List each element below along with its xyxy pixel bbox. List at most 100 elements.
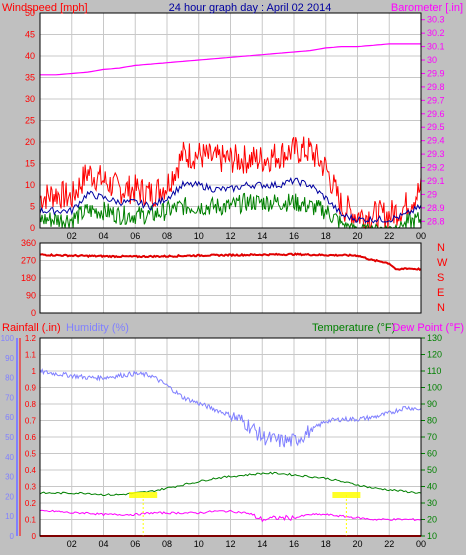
rain-tick-label: 0 <box>32 532 37 541</box>
dewpoint-label: Dew Point (°F) <box>392 322 464 334</box>
temp-tick-label: 50 <box>427 465 437 475</box>
humidity-tick-label: 20 <box>5 492 14 501</box>
direction-tick-label: 270 <box>21 256 36 266</box>
rain-tick-label: 0.6 <box>25 433 37 442</box>
wind-tick-label: 10 <box>25 180 35 190</box>
temp-tick-label: 120 <box>427 350 442 360</box>
rain-tick-label: 0.5 <box>25 450 37 459</box>
wind-tick-label: 0 <box>30 223 35 233</box>
wind-panel-border <box>39 12 422 229</box>
graph-title: 24 hour graph day : April 02 2014 <box>169 2 332 14</box>
wind-avg-series <box>39 177 422 224</box>
rain-tick-label: 1.2 <box>25 334 37 343</box>
temp-tick-label: 90 <box>427 399 437 409</box>
wind-tick-label: 25 <box>25 116 35 126</box>
barometer-tick-label: 29.3 <box>427 149 445 159</box>
hour-label: 04 <box>98 231 108 241</box>
humidity-tick-label: 70 <box>5 393 14 402</box>
temp-tick-label: 30 <box>427 498 437 508</box>
hour-label: 22 <box>384 231 394 241</box>
temp-tick-label: 130 <box>427 333 442 343</box>
humidity-tick-label: 90 <box>5 354 14 363</box>
barometer-tick-label: 29.8 <box>427 82 445 92</box>
dewpoint-series <box>39 509 422 523</box>
compass-label-n-top: N <box>437 242 445 254</box>
wind-tick-label: 40 <box>25 51 35 61</box>
humidity-tick-label: 80 <box>5 374 14 383</box>
humidity-tick-label: 10 <box>5 512 14 521</box>
sun-marker <box>332 492 361 498</box>
wind-direction-series <box>39 252 422 272</box>
temp-tick-label: 60 <box>427 449 437 459</box>
hour-label: 20 <box>352 539 362 549</box>
compass-label-s: S <box>437 272 444 284</box>
hour-label: 18 <box>321 231 331 241</box>
direction-panel-border <box>39 242 422 314</box>
hour-label: 12 <box>225 231 235 241</box>
barometer-axis-title: Barometer [.in] <box>391 2 463 14</box>
sun-marker <box>129 492 158 498</box>
temp-panel-border <box>39 337 422 537</box>
temp-tick-label: 10 <box>427 531 437 541</box>
rain-tick-label: 1 <box>32 367 37 376</box>
humidity-label: Humidity (%) <box>66 322 129 334</box>
barometer-tick-label: 29.1 <box>427 176 445 186</box>
hour-label: 18 <box>321 539 331 549</box>
humidity-tick-label: 0 <box>10 532 15 541</box>
humidity-tick-label: 40 <box>5 453 14 462</box>
hour-label: 16 <box>289 231 299 241</box>
rainfall-label: Rainfall (.in) <box>2 322 61 334</box>
wind-tick-label: 15 <box>25 159 35 169</box>
barometer-tick-label: 30.1 <box>427 42 445 52</box>
hour-label: 14 <box>257 231 267 241</box>
barometer-tick-label: 30 <box>427 55 437 65</box>
hour-label: 06 <box>130 539 140 549</box>
barometer-tick-label: 28.9 <box>427 203 445 213</box>
rain-tick-label: 0.1 <box>25 516 37 525</box>
rain-tick-label: 0.9 <box>25 384 37 393</box>
direction-tick-label: 90 <box>26 291 36 301</box>
temp-tick-label: 20 <box>427 515 437 525</box>
barometer-tick-label: 30.2 <box>427 28 445 38</box>
direction-tick-label: 0 <box>31 308 36 318</box>
temp-tick-label: 110 <box>427 366 441 376</box>
hour-label: 08 <box>162 231 172 241</box>
rain-tick-label: 0.7 <box>25 417 37 426</box>
direction-tick-label: 360 <box>21 238 36 248</box>
barometer-tick-label: 29.2 <box>427 163 445 173</box>
humidity-tick-label: 100 <box>1 334 15 343</box>
direction-tick-label: 180 <box>21 273 36 283</box>
wind-gust-series <box>39 136 422 229</box>
barometer-tick-label: 29.5 <box>427 122 445 132</box>
hour-label: 08 <box>162 539 172 549</box>
barometer-tick-label: 29.6 <box>427 109 445 119</box>
hour-label: 00 <box>416 231 426 241</box>
wind-tick-label: 45 <box>25 30 35 40</box>
temperature-label: Temperature (°F) <box>312 322 395 334</box>
wind-tick-label: 5 <box>30 202 35 212</box>
hour-label: 20 <box>352 231 362 241</box>
rain-tick-label: 0.2 <box>25 499 37 508</box>
temp-tick-label: 40 <box>427 482 437 492</box>
compass-label-n-bottom: N <box>437 302 445 314</box>
barometer-series <box>40 43 421 76</box>
temp-tick-label: 80 <box>427 416 437 426</box>
barometer-tick-label: 29.7 <box>427 95 445 105</box>
rain-tick-label: 0.3 <box>25 483 37 492</box>
barometer-tick-label: 29 <box>427 189 437 199</box>
hour-label: 14 <box>257 539 267 549</box>
wind-tick-label: 30 <box>25 94 35 104</box>
hour-label: 00 <box>416 539 426 549</box>
wind-tick-label: 20 <box>25 137 35 147</box>
humidity-tick-label: 60 <box>5 413 14 422</box>
barometer-tick-label: 28.8 <box>427 216 445 226</box>
rain-tick-label: 0.4 <box>25 466 37 475</box>
temp-tick-label: 100 <box>427 383 442 393</box>
hour-label: 06 <box>130 231 140 241</box>
rain-tick-label: 1.1 <box>25 351 37 360</box>
compass-label-w: W <box>437 257 448 269</box>
rain-tick-label: 0.8 <box>25 400 37 409</box>
hour-label: 12 <box>225 539 235 549</box>
humidity-tick-label: 30 <box>5 473 14 482</box>
